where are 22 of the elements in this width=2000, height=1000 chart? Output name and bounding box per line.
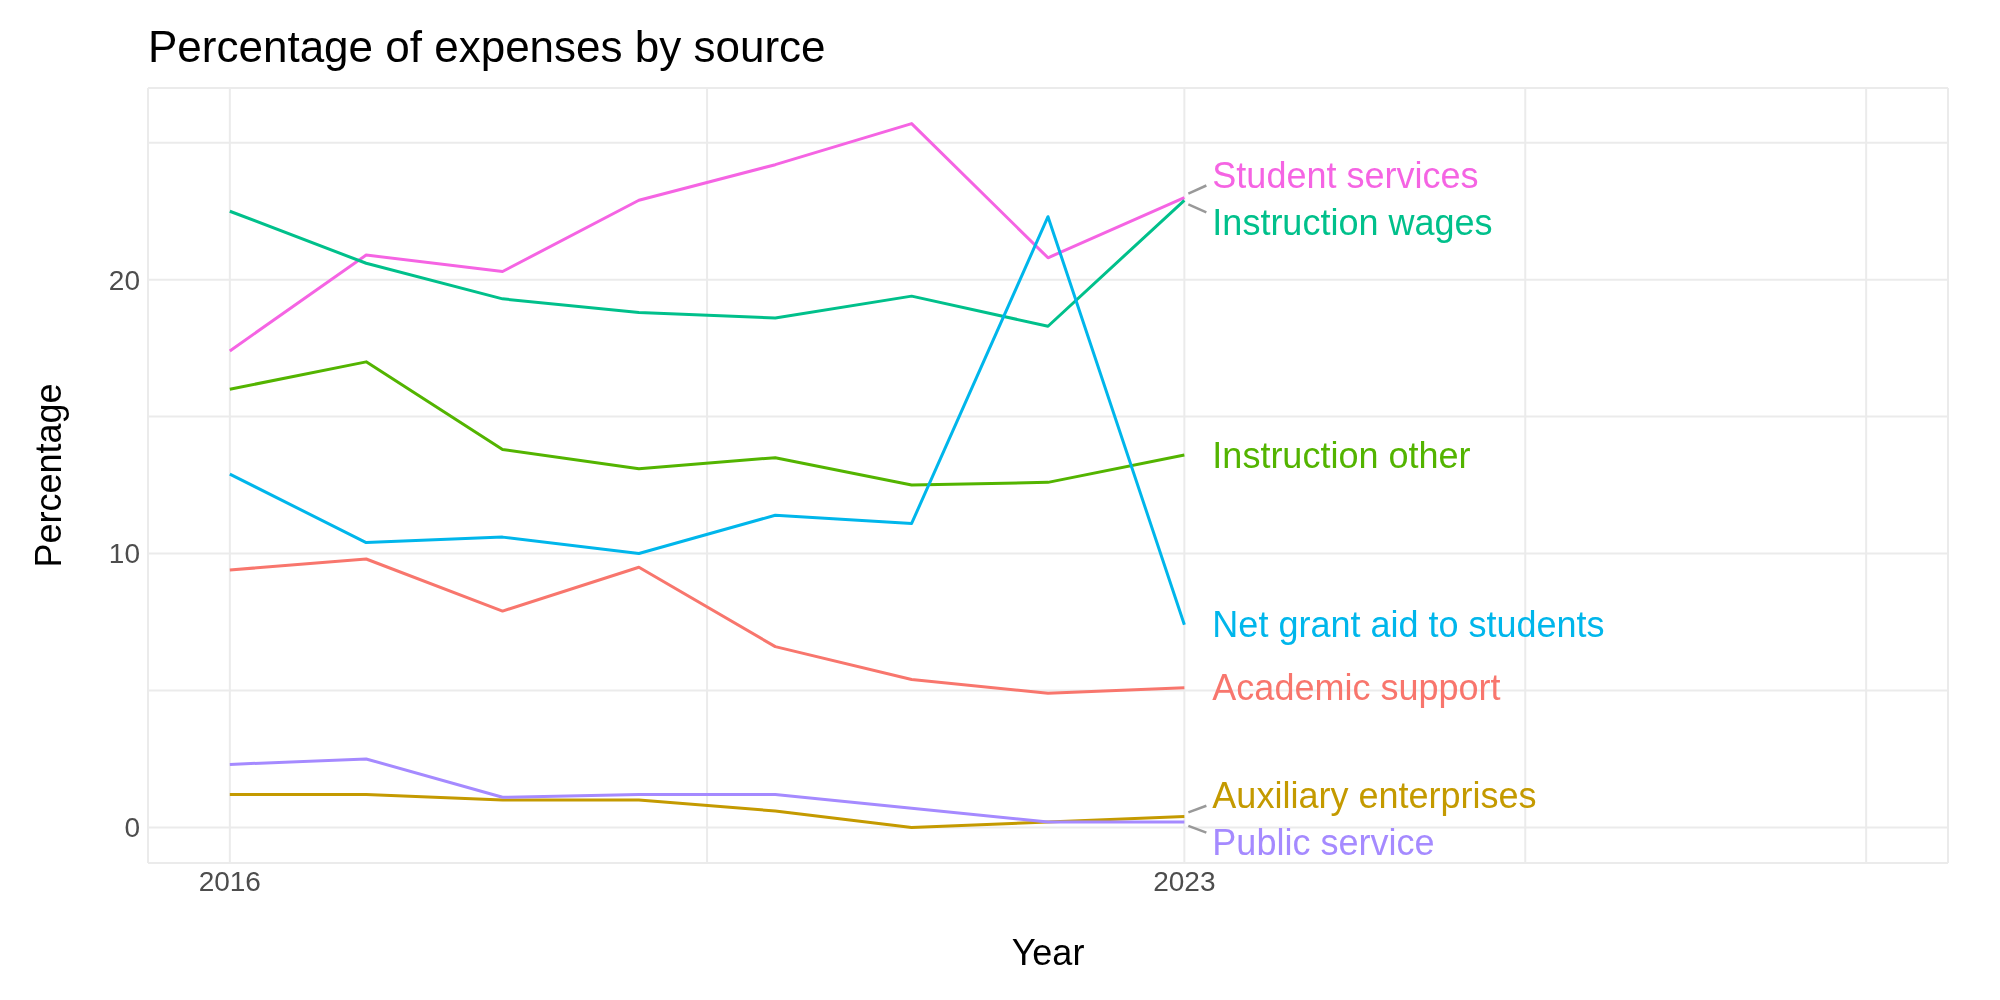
series-label: Student services (1212, 155, 1479, 197)
x-axis-title: Year (1011, 932, 1085, 973)
line-series (228, 198, 1186, 328)
y-axis-title: Percentage (27, 383, 69, 568)
y-tick-label: 0 (124, 812, 140, 844)
chart-title: Percentage of expenses by source (148, 22, 826, 72)
line-series (228, 757, 1186, 824)
line-series (228, 557, 1186, 695)
x-tick-label: 2023 (1153, 865, 1216, 897)
series-label: Instruction other (1212, 434, 1471, 476)
series-label: Public service (1212, 822, 1435, 864)
line-series (228, 122, 1186, 353)
series-label: Auxiliary enterprises (1212, 775, 1537, 817)
line-series (228, 360, 1186, 487)
line-series (228, 793, 1186, 829)
y-tick-label: 20 (108, 264, 140, 296)
series-label: Net grant aid to students (1212, 604, 1605, 646)
series-label: Instruction wages (1212, 201, 1493, 243)
line-series (228, 215, 1186, 627)
y-tick-label: 10 (108, 538, 140, 570)
x-tick-label: 2016 (198, 865, 261, 897)
series-label: Academic support (1212, 667, 1501, 709)
